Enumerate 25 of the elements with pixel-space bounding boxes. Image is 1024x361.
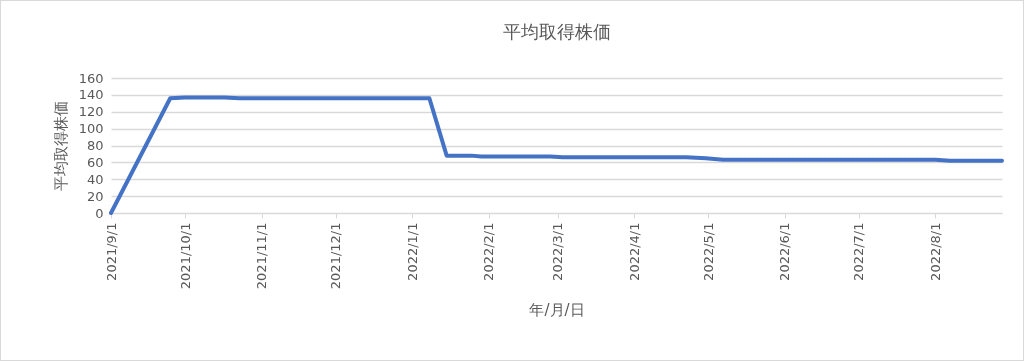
- x-tick-label: 2022/6/1: [777, 222, 793, 281]
- x-tick-label: 2022/4/1: [626, 222, 642, 281]
- y-tick-label: 140: [78, 87, 104, 103]
- x-axis-title: 年/月/日: [529, 301, 585, 320]
- y-tick-label: 0: [95, 205, 104, 221]
- x-tick-label: 2022/2/1: [481, 222, 497, 281]
- x-tick-label: 2022/1/1: [404, 222, 420, 281]
- line-series: [109, 95, 1004, 215]
- y-tick-label: 60: [86, 154, 104, 170]
- chart-title: 平均取得株価: [502, 21, 611, 42]
- x-tick-label: 2021/9/1: [103, 222, 119, 281]
- x-tick-label: 2021/11/1: [254, 222, 270, 290]
- x-tick-label: 2022/7/1: [851, 222, 867, 281]
- x-tick-label: 2022/5/1: [700, 222, 716, 281]
- y-tick-label: 120: [78, 104, 104, 120]
- x-tick-label: 2022/8/1: [927, 222, 943, 281]
- y-tick-label: 80: [86, 138, 104, 153]
- y-tick-label: 100: [78, 121, 104, 137]
- x-tick-label: 2022/3/1: [550, 222, 566, 281]
- y-axis-title: 平均取得株価: [51, 101, 70, 191]
- x-tick-label: 2021/12/1: [328, 222, 344, 290]
- y-tick-label: 160: [78, 70, 104, 86]
- y-tick-label: 20: [86, 188, 104, 204]
- x-tick-label: 2021/10/1: [177, 222, 193, 290]
- y-tick-label: 40: [86, 171, 104, 187]
